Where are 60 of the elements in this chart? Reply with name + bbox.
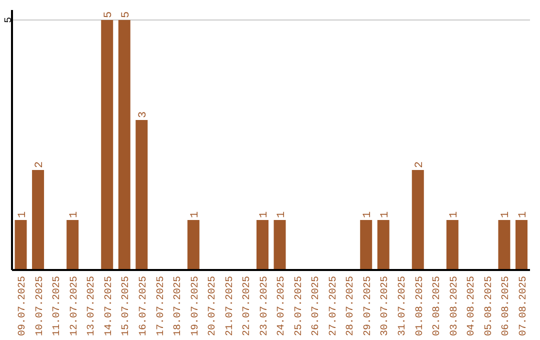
bar — [377, 220, 390, 270]
x-tick-label: 31.07.2025 — [398, 276, 408, 336]
x-tick-label: 13.07.2025 — [86, 276, 98, 336]
x-tick-label: 03.08.2025 — [449, 276, 460, 336]
data-label: 1 — [189, 211, 202, 218]
bar — [14, 220, 27, 270]
x-tick-label: 16.07.2025 — [138, 276, 150, 336]
x-tick-label: 27.07.2025 — [328, 276, 340, 336]
data-label: 5 — [103, 11, 116, 18]
x-tick-label: 17.07.2025 — [156, 276, 167, 336]
x-tick-label: 01.08.2025 — [414, 276, 426, 336]
data-label: 1 — [448, 211, 460, 218]
data-label: 1 — [276, 211, 288, 218]
x-tick-label: 29.07.2025 — [362, 276, 374, 336]
x-tick-label: 02.08.2025 — [432, 276, 444, 336]
data-label: 1 — [362, 211, 374, 218]
bar — [498, 220, 510, 270]
x-tick-label: 07.08.2025 — [518, 276, 530, 336]
data-label: 1 — [500, 211, 512, 218]
data-label: 1 — [68, 211, 81, 218]
x-tick-label: 14.07.2025 — [104, 276, 115, 336]
bar — [136, 120, 148, 270]
x-tick-label: 05.08.2025 — [484, 276, 495, 336]
x-tick-label: 22.07.2025 — [242, 276, 254, 336]
data-label: 1 — [258, 211, 270, 218]
bar — [274, 220, 286, 270]
bar — [446, 220, 458, 270]
data-label: 2 — [34, 161, 46, 168]
data-label: 5 — [120, 11, 132, 18]
data-label: 3 — [138, 111, 150, 118]
bar — [32, 170, 44, 270]
bar — [256, 220, 268, 270]
data-label: 1 — [379, 211, 392, 218]
x-tick-label: 12.07.2025 — [69, 276, 80, 336]
x-tick-label: 11.07.2025 — [52, 276, 64, 336]
x-tick-label: 06.08.2025 — [501, 276, 512, 336]
x-tick-label: 23.07.2025 — [259, 276, 270, 336]
bar — [101, 20, 114, 270]
data-label: 2 — [414, 161, 426, 168]
x-tick-label: 24.07.2025 — [276, 276, 288, 336]
bar — [360, 220, 372, 270]
x-tick-label: 04.08.2025 — [466, 276, 478, 336]
x-tick-label: 20.07.2025 — [208, 276, 219, 336]
bar — [118, 20, 130, 270]
x-tick-label: 15.07.2025 — [121, 276, 132, 336]
x-tick-label: 28.07.2025 — [346, 276, 357, 336]
data-label: 1 — [16, 211, 29, 218]
bar — [66, 220, 79, 270]
x-tick-label: 30.07.2025 — [380, 276, 392, 336]
data-label: 1 — [517, 211, 530, 218]
bar — [515, 220, 528, 270]
bar — [187, 220, 200, 270]
x-tick-label: 26.07.2025 — [311, 276, 322, 336]
x-tick-label: 09.07.2025 — [18, 276, 29, 336]
x-tick-label: 21.07.2025 — [224, 276, 236, 336]
bar — [412, 170, 424, 270]
x-tick-label: 10.07.2025 — [34, 276, 46, 336]
x-tick-label: 19.07.2025 — [190, 276, 202, 336]
x-tick-label: 25.07.2025 — [294, 276, 305, 336]
x-tick-label: 18.07.2025 — [173, 276, 184, 336]
